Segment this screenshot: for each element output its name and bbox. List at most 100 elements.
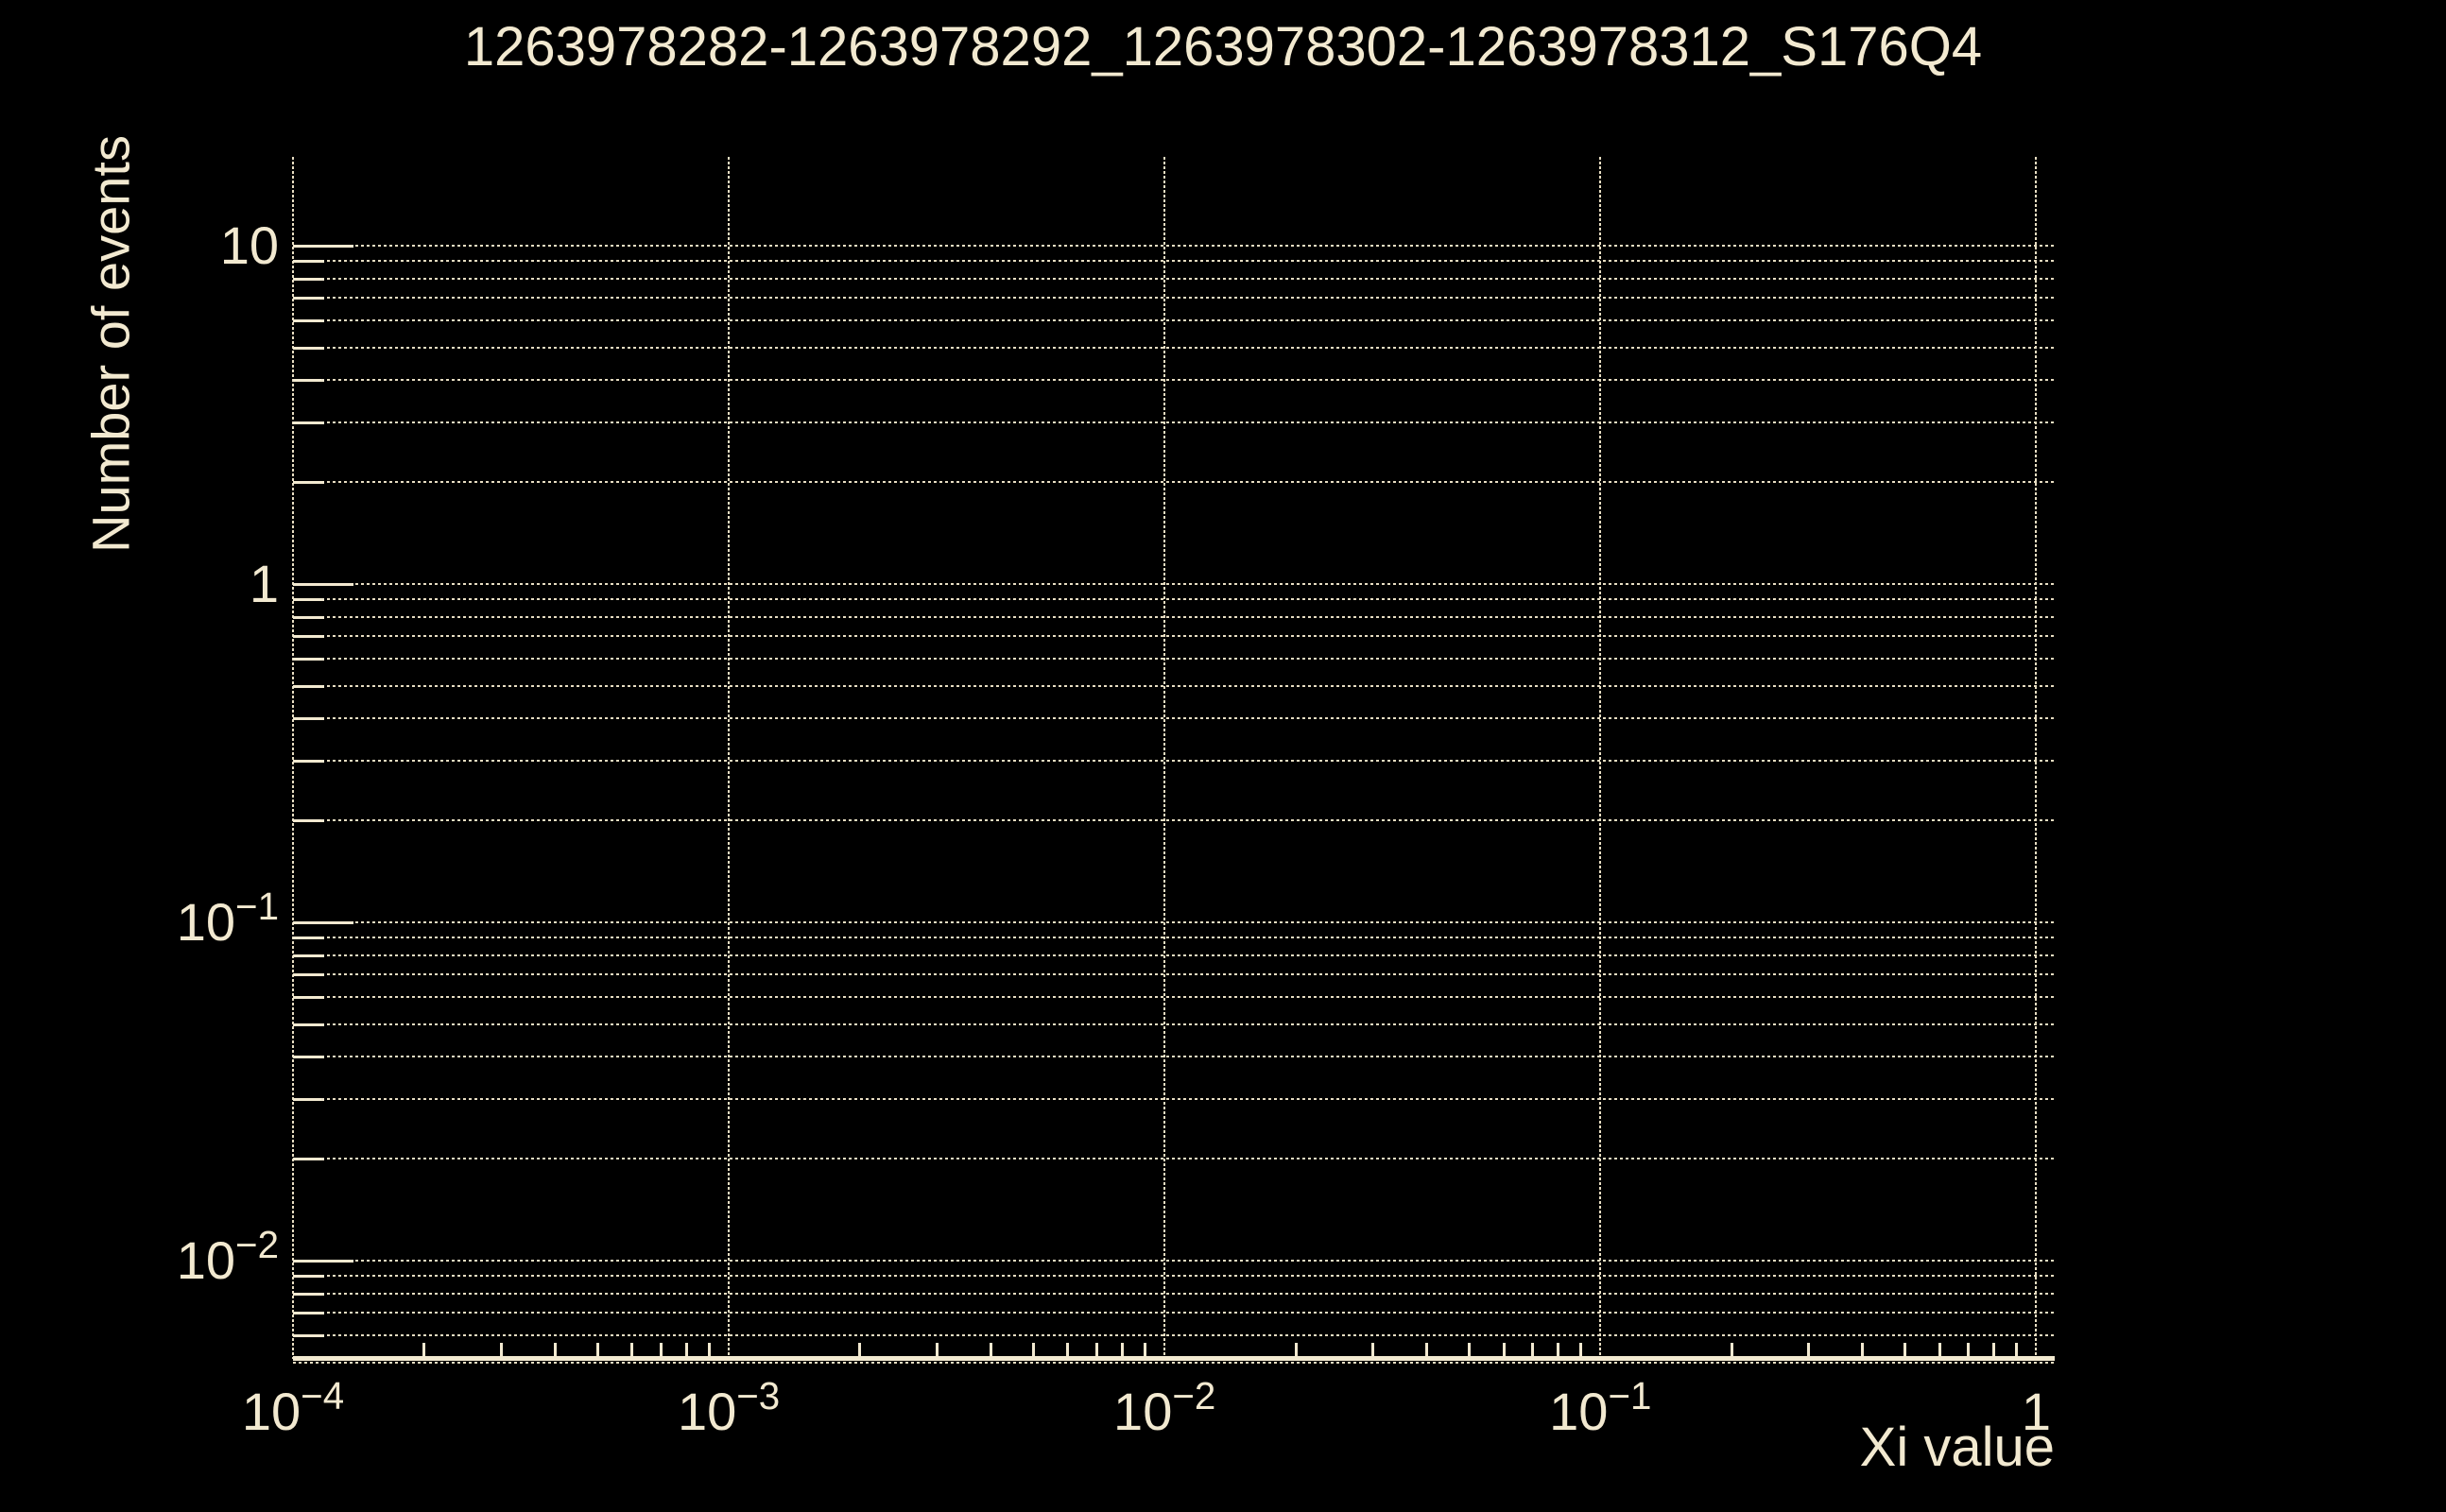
y-minor-tick xyxy=(293,481,324,485)
gridline-vertical xyxy=(1163,157,1166,1359)
gridline-horizontal xyxy=(293,819,2055,822)
gridline-horizontal xyxy=(293,481,2055,484)
gridline-horizontal xyxy=(293,297,2055,300)
y-minor-tick xyxy=(293,760,324,764)
y-minor-tick xyxy=(293,1158,324,1161)
x-minor-tick xyxy=(1066,1343,1070,1356)
y-minor-tick xyxy=(293,684,324,688)
gridline-vertical xyxy=(1599,157,1602,1359)
x-minor-tick xyxy=(1031,1343,1035,1356)
gridline-horizontal xyxy=(293,1334,2055,1337)
gridline-horizontal xyxy=(293,996,2055,999)
x-minor-tick xyxy=(1370,1343,1374,1356)
y-minor-tick xyxy=(293,717,324,721)
y-tick-label: 10−1 xyxy=(0,887,279,952)
y-minor-tick xyxy=(293,1022,324,1026)
y-tick-base: 10 xyxy=(176,892,236,952)
gridline-horizontal xyxy=(293,379,2055,382)
gridline-horizontal xyxy=(293,346,2055,349)
x-minor-tick xyxy=(858,1343,862,1356)
x-minor-tick xyxy=(1121,1343,1124,1356)
gridline-horizontal xyxy=(293,1098,2055,1101)
x-minor-tick xyxy=(660,1343,663,1356)
y-minor-tick xyxy=(293,346,324,350)
gridline-horizontal xyxy=(293,598,2055,601)
gridline-vertical xyxy=(728,157,731,1359)
y-minor-tick xyxy=(293,635,324,639)
gridline-horizontal xyxy=(293,684,2055,687)
x-tick-label: 1 xyxy=(1894,1382,2178,1442)
gridline-vertical xyxy=(2035,157,2038,1359)
gridline-horizontal xyxy=(293,658,2055,661)
y-minor-tick xyxy=(293,598,324,602)
x-minor-tick xyxy=(1967,1343,1971,1356)
gridline-horizontal xyxy=(293,277,2055,280)
x-minor-tick xyxy=(2014,1343,2018,1356)
gridline-horizontal xyxy=(293,760,2055,763)
y-minor-tick xyxy=(293,379,324,383)
gridline-horizontal xyxy=(293,583,2055,585)
y-major-tick xyxy=(293,245,353,248)
gridline-horizontal xyxy=(293,1022,2055,1025)
gridline-horizontal xyxy=(293,1275,2055,1278)
x-minor-tick xyxy=(990,1343,993,1356)
gridline-horizontal xyxy=(293,260,2055,263)
y-minor-tick xyxy=(293,819,324,823)
y-minor-tick xyxy=(293,658,324,662)
gridline-horizontal xyxy=(293,421,2055,424)
plot-title: 1263978282-1263978292_1263978302-1263978… xyxy=(463,16,1983,77)
x-tick-base: 10 xyxy=(1113,1382,1173,1441)
gridline-horizontal xyxy=(293,1361,2055,1364)
gridline-horizontal xyxy=(293,1260,2055,1262)
x-tick-exponent: −1 xyxy=(1608,1373,1652,1418)
y-minor-tick xyxy=(293,1098,324,1102)
x-minor-tick xyxy=(1903,1343,1907,1356)
y-minor-tick xyxy=(293,1275,324,1279)
y-axis-title: Number of events xyxy=(80,135,141,553)
y-major-tick xyxy=(293,1260,353,1263)
x-minor-tick xyxy=(422,1343,426,1356)
x-minor-tick xyxy=(935,1343,939,1356)
y-tick-label: 10−2 xyxy=(0,1226,279,1289)
x-minor-tick xyxy=(1992,1343,1996,1356)
x-tick-label: 10−3 xyxy=(587,1377,870,1442)
y-minor-tick xyxy=(293,1334,324,1338)
gridline-horizontal xyxy=(293,1056,2055,1058)
x-minor-tick xyxy=(1806,1343,1810,1356)
x-minor-tick xyxy=(1425,1343,1429,1356)
x-minor-tick xyxy=(1502,1343,1506,1356)
x-minor-tick xyxy=(1557,1343,1560,1356)
gridline-horizontal xyxy=(293,1312,2055,1314)
gridline-horizontal xyxy=(293,954,2055,956)
y-minor-tick xyxy=(293,421,324,425)
y-minor-tick xyxy=(293,954,324,957)
x-minor-tick xyxy=(1467,1343,1471,1356)
y-minor-tick xyxy=(293,260,324,264)
y-tick-exponent: −1 xyxy=(235,884,279,928)
gridline-horizontal xyxy=(293,936,2055,939)
y-minor-tick xyxy=(293,319,324,323)
gridline-horizontal xyxy=(293,615,2055,618)
y-tick-label: 10 xyxy=(0,217,279,274)
x-minor-tick xyxy=(1861,1343,1865,1356)
x-minor-tick xyxy=(499,1343,503,1356)
y-minor-tick xyxy=(293,936,324,940)
x-minor-tick xyxy=(1294,1343,1298,1356)
y-tick-base: 1 xyxy=(249,554,279,613)
y-minor-tick xyxy=(293,277,324,281)
gridline-horizontal xyxy=(293,717,2055,720)
y-tick-exponent: −2 xyxy=(235,1222,279,1266)
gridline-horizontal xyxy=(293,1158,2055,1160)
x-tick-base: 10 xyxy=(241,1382,301,1441)
x-tick-base: 10 xyxy=(677,1382,737,1441)
x-minor-tick xyxy=(684,1343,688,1356)
y-minor-tick xyxy=(293,1292,324,1296)
x-axis-line xyxy=(293,1356,2055,1361)
y-minor-tick xyxy=(293,996,324,1000)
gridline-horizontal xyxy=(293,973,2055,976)
y-minor-tick xyxy=(293,615,324,619)
y-tick-label: 1 xyxy=(0,556,279,612)
x-minor-tick xyxy=(1143,1343,1146,1356)
x-minor-tick xyxy=(1730,1343,1733,1356)
